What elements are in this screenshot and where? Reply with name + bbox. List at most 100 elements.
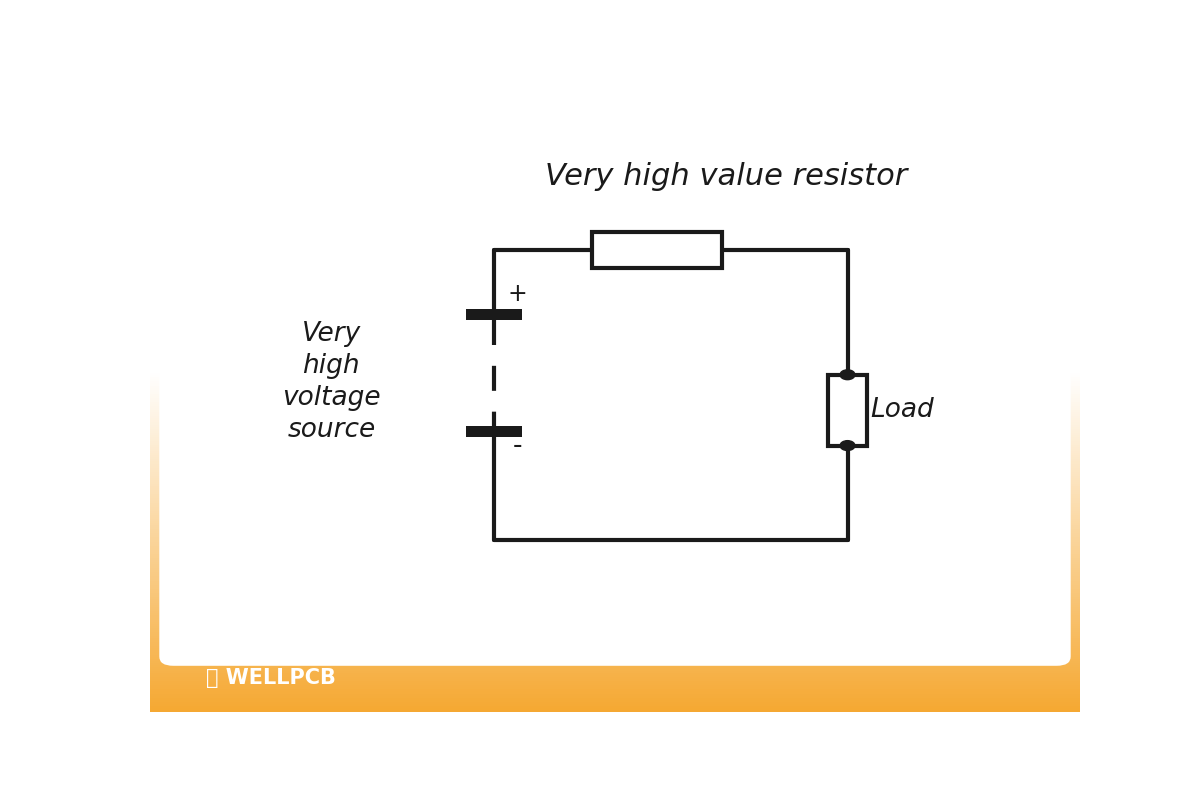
Bar <box>150 630 1080 632</box>
Bar <box>150 164 1080 166</box>
Bar <box>150 502 1080 505</box>
Bar <box>150 230 1080 231</box>
Text: Ⓦ WELLPCB: Ⓦ WELLPCB <box>206 668 336 688</box>
Bar <box>150 550 1080 552</box>
Bar <box>150 298 1080 299</box>
Bar <box>150 597 1080 599</box>
Bar <box>150 675 1080 677</box>
Bar <box>466 426 522 438</box>
Circle shape <box>840 441 854 450</box>
Bar <box>150 593 1080 595</box>
Bar <box>150 433 1080 435</box>
Bar <box>150 484 1080 486</box>
Bar <box>150 363 1080 365</box>
Bar <box>150 695 1080 698</box>
Bar <box>150 260 1080 262</box>
Bar <box>150 340 1080 342</box>
Bar <box>150 421 1080 422</box>
Bar <box>150 190 1080 193</box>
Bar <box>150 628 1080 630</box>
Bar <box>150 238 1080 240</box>
Bar <box>150 252 1080 254</box>
Bar <box>150 539 1080 542</box>
Bar <box>150 194 1080 197</box>
Bar <box>150 634 1080 636</box>
Bar <box>150 154 1080 155</box>
Bar <box>150 622 1080 624</box>
Bar <box>150 378 1080 379</box>
Bar <box>150 281 1080 283</box>
Bar <box>150 236 1080 238</box>
Bar <box>150 488 1080 490</box>
Bar <box>150 202 1080 205</box>
Bar <box>150 429 1080 430</box>
Bar <box>150 626 1080 628</box>
Bar <box>150 679 1080 682</box>
Bar <box>150 690 1080 691</box>
Bar <box>150 449 1080 451</box>
Bar <box>150 129 1080 131</box>
Bar <box>150 599 1080 601</box>
Bar <box>150 274 1080 277</box>
Bar <box>150 505 1080 506</box>
Bar <box>150 462 1080 463</box>
Bar <box>150 463 1080 466</box>
Bar <box>150 213 1080 215</box>
Bar <box>150 398 1080 400</box>
Bar <box>150 326 1080 328</box>
Bar <box>150 406 1080 408</box>
Bar <box>150 166 1080 168</box>
Bar <box>150 146 1080 147</box>
Bar <box>150 648 1080 650</box>
Bar <box>150 396 1080 398</box>
Bar <box>150 217 1080 219</box>
Bar <box>150 310 1080 311</box>
Bar <box>150 390 1080 392</box>
Bar <box>150 400 1080 402</box>
Bar <box>150 127 1080 129</box>
Bar <box>150 201 1080 202</box>
Bar <box>150 606 1080 607</box>
Bar <box>150 570 1080 572</box>
Bar <box>150 98 1080 100</box>
Bar <box>150 367 1080 369</box>
Bar <box>150 418 1080 421</box>
Bar <box>150 386 1080 387</box>
Bar <box>150 581 1080 582</box>
Bar <box>150 618 1080 619</box>
Bar <box>150 353 1080 354</box>
Bar <box>150 702 1080 704</box>
Bar <box>150 242 1080 244</box>
Bar <box>150 661 1080 662</box>
Bar <box>150 231 1080 234</box>
Bar <box>150 531 1080 534</box>
Bar <box>150 172 1080 174</box>
Text: +: + <box>508 282 527 306</box>
Bar <box>150 482 1080 484</box>
Bar <box>150 601 1080 603</box>
Bar <box>150 96 1080 98</box>
Bar <box>150 459 1080 462</box>
Bar <box>150 168 1080 170</box>
Bar <box>150 176 1080 178</box>
Bar <box>150 480 1080 482</box>
Bar <box>150 538 1080 539</box>
Bar <box>150 653 1080 654</box>
Bar <box>150 143 1080 146</box>
Bar <box>150 591 1080 593</box>
Bar <box>150 336 1080 338</box>
Bar <box>150 430 1080 433</box>
Bar <box>150 373 1080 375</box>
Bar <box>150 102 1080 104</box>
Bar <box>150 658 1080 661</box>
Text: Load: Load <box>871 397 935 423</box>
Bar <box>150 412 1080 414</box>
Bar <box>150 383 1080 386</box>
Bar <box>150 189 1080 190</box>
Bar <box>150 193 1080 194</box>
Bar <box>150 577 1080 578</box>
Bar <box>150 451 1080 454</box>
Bar <box>150 478 1080 480</box>
Bar <box>150 669 1080 671</box>
Bar <box>150 369 1080 371</box>
